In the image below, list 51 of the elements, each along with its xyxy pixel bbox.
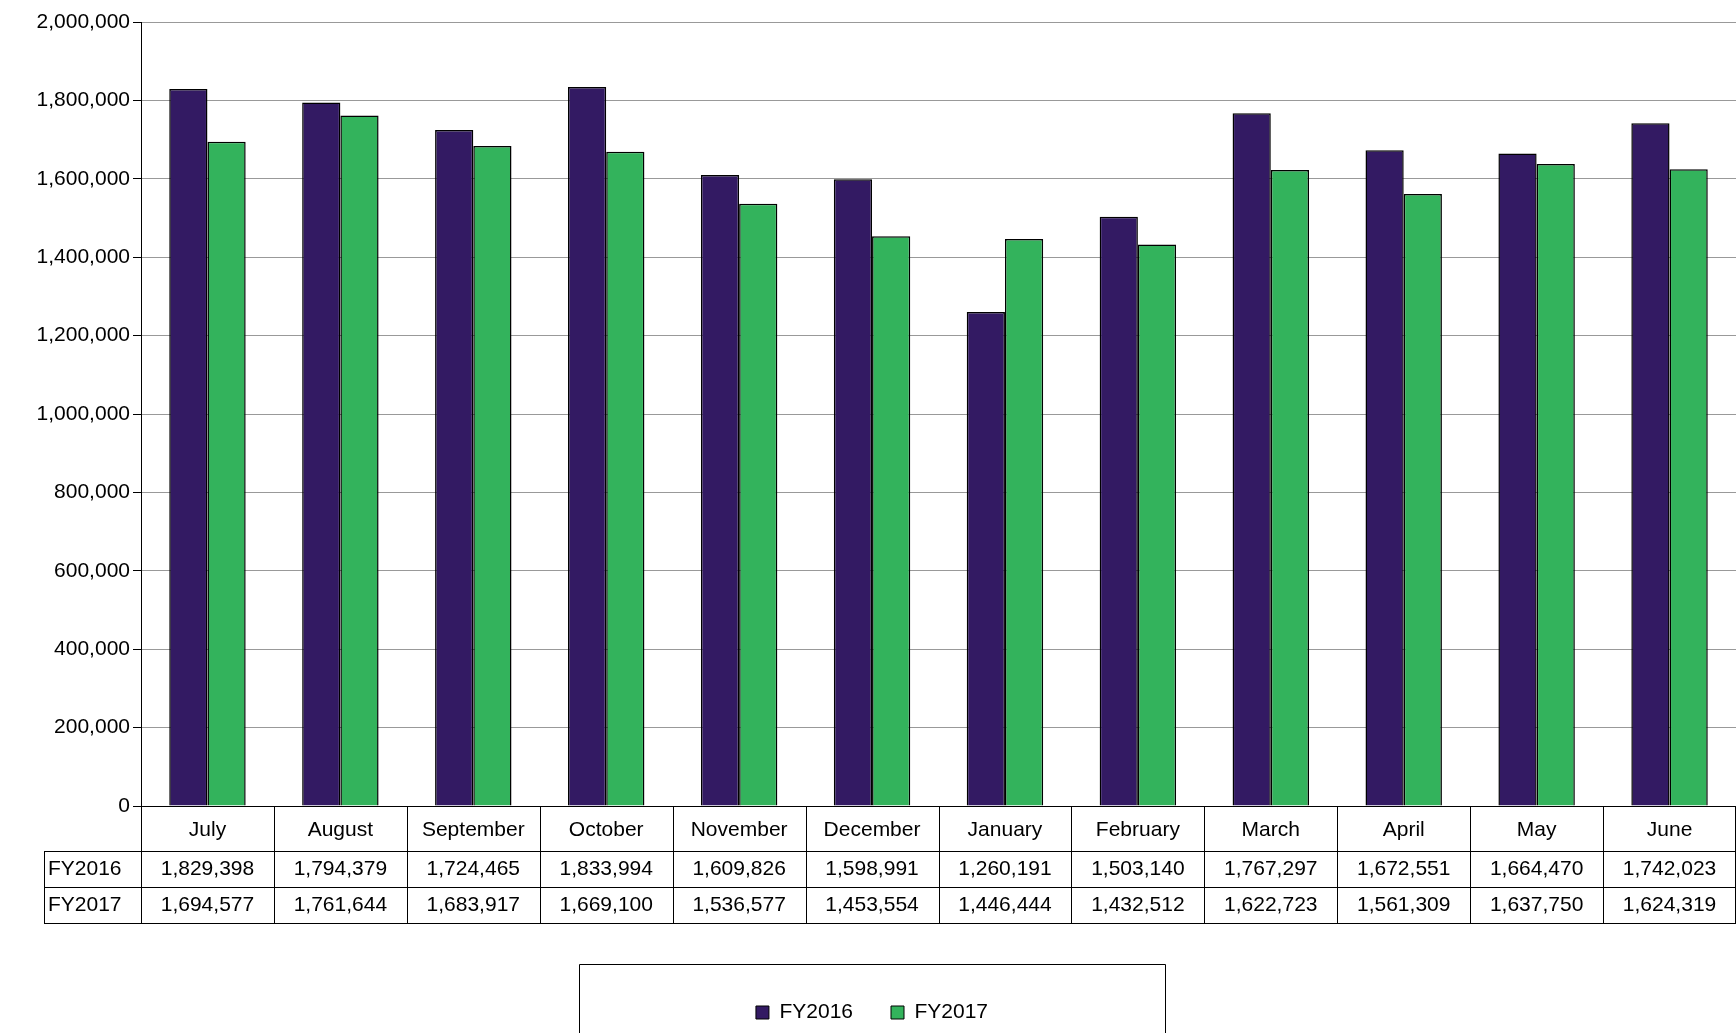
- data-label: 1,446,444: [958, 891, 1052, 915]
- y-tick-label: 2,000,000: [36, 8, 130, 32]
- x-tick-label: May: [1516, 817, 1557, 841]
- data-label: 1,724,465: [426, 855, 521, 879]
- data-label: 1,683,917: [426, 891, 521, 915]
- data-label: 1,453,554: [825, 891, 920, 915]
- x-tick-label: December: [823, 817, 921, 841]
- data-label: 1,503,140: [1091, 855, 1185, 879]
- x-tick-label: February: [1095, 817, 1181, 841]
- x-tick-label: September: [421, 817, 525, 841]
- data-label: 1,664,470: [1489, 855, 1584, 879]
- data-label: 1,829,398: [160, 855, 255, 879]
- y-tick-label: 200,000: [54, 714, 130, 738]
- data-label: 1,624,319: [1622, 891, 1717, 915]
- x-tick-label: November: [690, 817, 788, 841]
- text: FY2016: [48, 855, 122, 879]
- data-label: 1,432,512: [1091, 891, 1185, 915]
- data-label: 1,609,826: [692, 855, 786, 879]
- data-label: 1,767,297: [1224, 855, 1318, 879]
- y-tick-label: 1,000,000: [36, 400, 130, 424]
- data-label: 1,833,994: [559, 855, 654, 879]
- x-tick-label: April: [1382, 817, 1425, 841]
- data-label: 1,694,577: [160, 891, 255, 915]
- y-tick-label: 1,200,000: [36, 322, 130, 346]
- data-label: 1,260,191: [958, 855, 1052, 879]
- legend-label: FY2016: [779, 999, 854, 1023]
- data-label: 1,794,379: [293, 855, 388, 879]
- data-label: 1,536,577: [692, 891, 786, 915]
- data-label: 1,622,723: [1224, 891, 1318, 915]
- x-tick-label: March: [1241, 817, 1300, 841]
- legend-label: FY2017: [914, 999, 989, 1023]
- data-label: 1,742,023: [1622, 855, 1717, 879]
- data-label: 1,761,644: [293, 891, 388, 915]
- y-tick-label: 1,800,000: [36, 87, 130, 111]
- data-label: 1,561,309: [1356, 891, 1451, 915]
- x-tick-label: July: [188, 817, 227, 841]
- y-tick-label: 0: [118, 792, 130, 816]
- y-tick-label: 800,000: [54, 479, 130, 503]
- y-tick-label: 1,600,000: [36, 165, 130, 189]
- x-tick-label: October: [568, 817, 644, 841]
- x-tick-label: August: [307, 817, 374, 841]
- x-tick-label: January: [967, 817, 1043, 841]
- data-label: 1,598,991: [825, 855, 919, 879]
- data-label: 1,672,551: [1356, 855, 1451, 879]
- text: FY2017: [48, 891, 122, 915]
- data-label: 1,669,100: [559, 891, 653, 915]
- x-tick-label: June: [1646, 817, 1693, 841]
- y-tick-label: 600,000: [54, 557, 130, 581]
- data-label: 1,637,750: [1489, 891, 1584, 915]
- y-tick-label: 400,000: [54, 636, 130, 659]
- y-tick-label: 1,400,000: [36, 244, 130, 267]
